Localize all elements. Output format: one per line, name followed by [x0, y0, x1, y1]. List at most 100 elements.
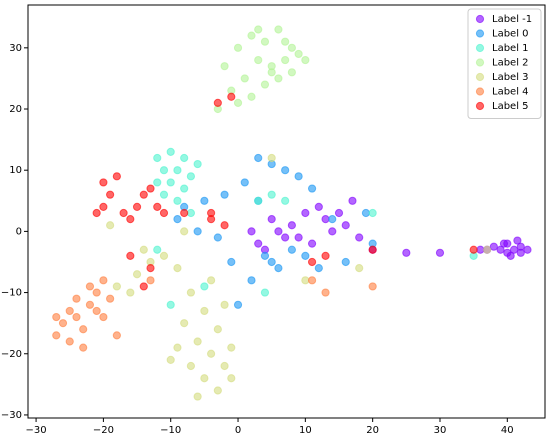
y-tick-label: 30: [9, 43, 22, 54]
point: [233, 43, 243, 52]
point: [287, 245, 296, 254]
legend-label: Label 1: [492, 43, 529, 54]
point: [180, 227, 189, 236]
point: [220, 221, 229, 230]
legend-marker: [475, 43, 485, 53]
legend-box: [467, 8, 542, 119]
x-tick-label: 10: [299, 425, 312, 435]
point: [200, 196, 209, 205]
point: [126, 288, 135, 297]
y-tick-label: 20: [9, 104, 22, 115]
point: [227, 343, 236, 352]
point: [361, 208, 371, 218]
point: [260, 288, 270, 297]
legend-marker: [475, 14, 485, 24]
point: [254, 239, 263, 248]
point: [274, 227, 283, 236]
point: [321, 288, 330, 297]
point: [240, 74, 249, 83]
legend-label: Label 3: [492, 72, 529, 83]
legend-marker: [475, 58, 485, 67]
point: [106, 294, 115, 303]
point: [294, 49, 303, 59]
point: [153, 153, 162, 163]
point: [173, 343, 182, 352]
point: [368, 282, 377, 291]
point: [267, 153, 276, 163]
point: [287, 221, 296, 230]
point: [503, 248, 512, 257]
point: [193, 337, 202, 346]
point: [267, 215, 276, 224]
point: [341, 221, 350, 230]
legend-label: Label 5: [492, 101, 529, 112]
point: [180, 184, 189, 193]
point: [166, 147, 175, 156]
point: [314, 263, 323, 273]
point: [227, 374, 236, 383]
point: [146, 184, 155, 193]
point: [368, 245, 377, 254]
point: [267, 257, 276, 267]
plot-frame: [27, 4, 546, 419]
point: [200, 282, 209, 291]
point: [260, 80, 270, 89]
point: [402, 248, 411, 257]
x-tick-label: 30: [434, 425, 447, 435]
point: [348, 196, 357, 205]
point: [247, 31, 256, 40]
y-tick-label: −10: [1, 288, 22, 299]
point: [294, 172, 303, 181]
point: [496, 245, 505, 254]
point: [341, 257, 350, 267]
point: [173, 215, 182, 224]
point: [85, 300, 95, 309]
point: [321, 215, 330, 224]
x-tick-label: −30: [26, 425, 47, 435]
point: [72, 294, 81, 303]
point: [159, 251, 169, 260]
point: [483, 245, 492, 254]
point: [52, 312, 61, 322]
point: [112, 172, 121, 181]
legend-marker: [475, 87, 485, 96]
point: [112, 282, 121, 291]
point: [281, 233, 290, 242]
point: [301, 208, 310, 218]
point: [99, 202, 108, 212]
point: [193, 392, 202, 401]
point: [254, 25, 263, 34]
point: [193, 227, 202, 236]
point: [240, 178, 249, 187]
point: [513, 236, 522, 245]
point: [65, 306, 74, 316]
point: [281, 37, 290, 46]
point: [79, 325, 88, 334]
point: [126, 251, 135, 260]
point: [200, 306, 209, 316]
point: [139, 245, 148, 254]
point: [254, 196, 263, 205]
point: [334, 208, 344, 218]
point: [355, 233, 364, 242]
point: [180, 319, 189, 328]
point: [220, 62, 229, 71]
x-tick-label: −10: [160, 425, 181, 435]
point: [173, 166, 182, 175]
point: [146, 276, 155, 285]
point: [227, 257, 236, 267]
point: [85, 282, 95, 291]
point: [307, 257, 317, 267]
point: [99, 276, 108, 285]
point: [153, 178, 162, 187]
point: [193, 159, 202, 169]
point: [220, 300, 229, 309]
point: [281, 166, 290, 175]
legend-label: Label 2: [492, 58, 529, 69]
point: [186, 208, 196, 218]
x-tick-label: 20: [366, 425, 379, 435]
point: [200, 374, 209, 383]
point: [58, 319, 68, 328]
point: [207, 208, 216, 218]
y-tick-label: 10: [9, 165, 22, 176]
